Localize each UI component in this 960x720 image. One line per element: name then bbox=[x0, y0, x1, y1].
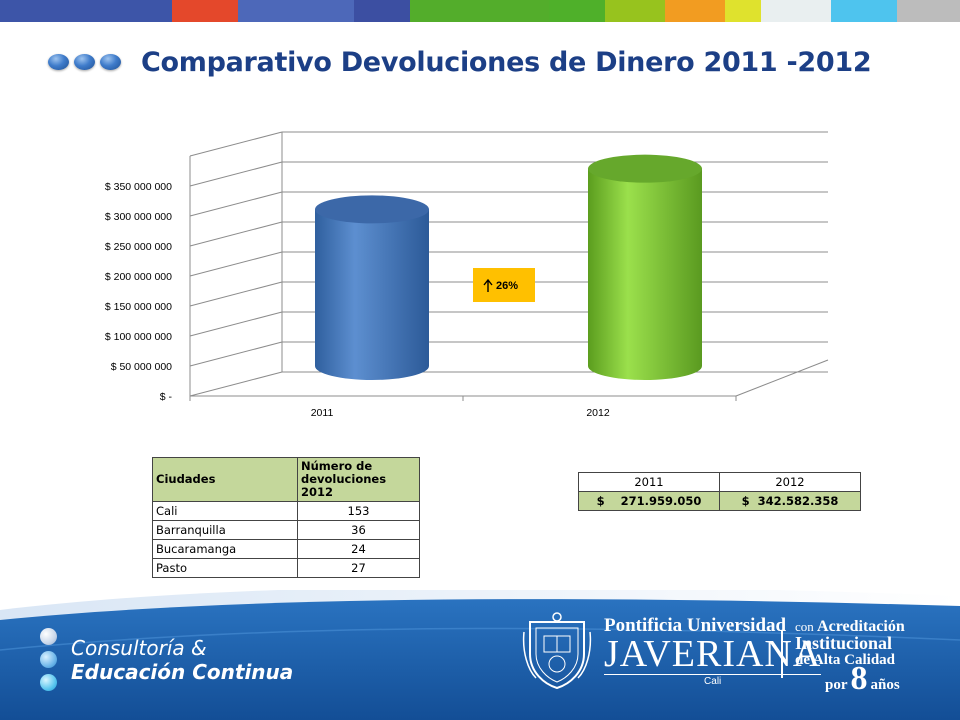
gridline bbox=[189, 161, 283, 187]
stripe-segment bbox=[172, 0, 238, 22]
city-cell: Bucaramanga bbox=[152, 539, 298, 559]
x-tick-label: 2011 bbox=[311, 407, 334, 419]
acred-pre: con bbox=[795, 619, 814, 634]
city-cell: Barranquilla bbox=[152, 520, 298, 540]
gridline bbox=[189, 221, 283, 247]
y-tick-label: $ 250 000 000 bbox=[105, 241, 172, 253]
accreditation-seal: con Acreditación Institucional de Alta C… bbox=[795, 618, 905, 697]
bar-chart: $ - $ 50 000 000 $ 100 000 000 $ 150 000 00… bbox=[105, 131, 829, 419]
bullet-dot-icon bbox=[74, 54, 95, 70]
count-cell: 24 bbox=[297, 539, 420, 559]
city-cell: Cali bbox=[152, 501, 298, 521]
acred-line-3: de Alta Calidad bbox=[795, 652, 896, 668]
totals-values-row: $ 271.959.050 $ 342.582.358 bbox=[578, 491, 861, 511]
stripe-segment bbox=[605, 0, 665, 22]
title-bullets bbox=[48, 54, 121, 70]
bar-top-2011 bbox=[315, 195, 429, 224]
arrow-up-icon bbox=[483, 278, 493, 292]
javeriana-logo: Pontificia Universidad JAVERIANA Cali bbox=[522, 612, 822, 690]
increase-box bbox=[473, 268, 535, 302]
count-cell: 36 bbox=[297, 520, 420, 540]
stripe-segment bbox=[761, 0, 831, 22]
stripe-segment bbox=[897, 0, 960, 22]
count-cell: 153 bbox=[297, 501, 420, 521]
bullet-dot-icon bbox=[100, 54, 121, 70]
title-row: Comparativo Devoluciones de Dinero 2011 … bbox=[48, 40, 872, 84]
table-row: Pasto 27 bbox=[152, 558, 420, 578]
bullet-dot-icon bbox=[48, 54, 69, 70]
brand-line-1: Consultoría & bbox=[71, 635, 207, 660]
gridline bbox=[189, 251, 283, 277]
logo-dots-icon bbox=[40, 628, 57, 691]
acred-line-2: Institucional bbox=[795, 633, 893, 653]
total-value-2012: $ 342.582.358 bbox=[719, 491, 861, 511]
gridline bbox=[189, 281, 283, 307]
stripe-segment bbox=[831, 0, 897, 22]
consultoria-logo: Consultoría & Educación Continua bbox=[40, 628, 293, 691]
brand-line-2: Educación Continua bbox=[71, 659, 294, 684]
university-name-line-2: JAVERIANA bbox=[604, 632, 822, 675]
cities-table: Ciudades Número de devoluciones 2012 Cal… bbox=[152, 457, 420, 578]
gridline bbox=[189, 311, 283, 337]
acred-number: 8 bbox=[850, 660, 868, 697]
totals-table: 2011 2012 $ 271.959.050 $ 342.582.358 bbox=[578, 472, 861, 511]
university-name-line-1: Pontificia Universidad bbox=[604, 614, 787, 636]
stripe-segment bbox=[410, 0, 549, 22]
acred-por: por bbox=[825, 677, 848, 693]
stripe-segment bbox=[238, 0, 354, 22]
y-tick-label: $ 200 000 000 bbox=[105, 271, 172, 283]
bar-top-2012 bbox=[588, 154, 702, 183]
bar-2011 bbox=[315, 209, 429, 380]
university-shield-icon bbox=[522, 612, 592, 690]
stripe-segment bbox=[549, 0, 605, 22]
stripe-segment bbox=[0, 0, 172, 22]
stripe-segment bbox=[354, 0, 410, 22]
top-color-stripe bbox=[0, 0, 960, 22]
y-tick-label: $ 350 000 000 bbox=[105, 181, 172, 193]
footer-background bbox=[0, 590, 960, 720]
gridline bbox=[189, 371, 283, 397]
y-tick-label: $ 150 000 000 bbox=[105, 301, 172, 313]
total-value-2011: $ 271.959.050 bbox=[578, 491, 720, 511]
header-ciudades: Ciudades bbox=[152, 457, 298, 502]
count-cell: 27 bbox=[297, 558, 420, 578]
gridline bbox=[189, 341, 283, 367]
gridline bbox=[189, 131, 283, 157]
bar-2012 bbox=[588, 168, 702, 380]
university-city: Cali bbox=[604, 673, 822, 687]
y-tick-label: $ - bbox=[160, 391, 173, 403]
year-cell-2011: 2011 bbox=[578, 472, 720, 492]
increase-label: 26% bbox=[496, 280, 518, 292]
cities-table-header-row: Ciudades Número de devoluciones 2012 bbox=[152, 457, 420, 502]
page-title: Comparativo Devoluciones de Dinero 2011 … bbox=[141, 46, 872, 78]
gridline bbox=[189, 191, 283, 217]
acred-word: Acreditación bbox=[817, 618, 905, 635]
footer-divider bbox=[781, 630, 783, 678]
acred-anos: años bbox=[870, 677, 900, 693]
year-cell-2012: 2012 bbox=[719, 472, 861, 492]
stripe-segment bbox=[665, 0, 725, 22]
table-row: Bucaramanga 24 bbox=[152, 539, 420, 559]
totals-years-row: 2011 2012 bbox=[578, 472, 861, 492]
x-tick-label: 2012 bbox=[586, 407, 610, 419]
table-row: Cali 153 bbox=[152, 501, 420, 521]
stripe-segment bbox=[725, 0, 761, 22]
city-cell: Pasto bbox=[152, 558, 298, 578]
y-tick-label: $ 100 000 000 bbox=[105, 331, 172, 343]
table-row: Barranquilla 36 bbox=[152, 520, 420, 540]
y-tick-label: $ 300 000 000 bbox=[105, 211, 172, 223]
floor-edge bbox=[735, 359, 829, 397]
header-numero-devoluciones: Número de devoluciones 2012 bbox=[297, 457, 420, 502]
y-tick-label: $ 50 000 000 bbox=[111, 361, 172, 373]
